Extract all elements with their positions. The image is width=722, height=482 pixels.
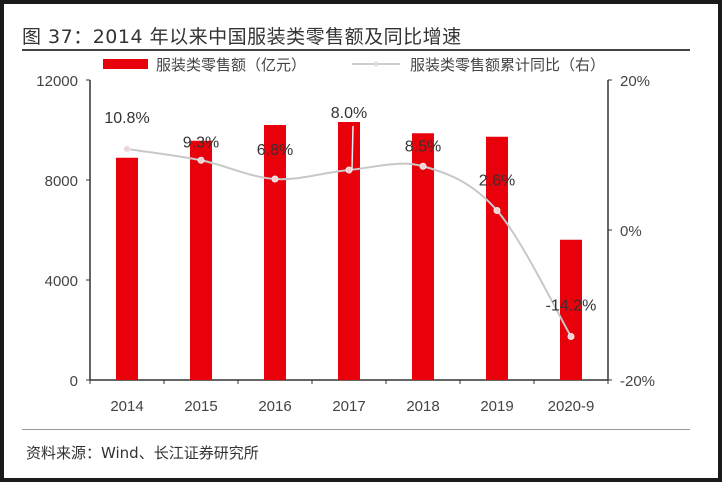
data-label-2018: 8.5% (405, 138, 441, 155)
bar-2014 (116, 157, 138, 380)
left-tick-label: 12000 (36, 73, 78, 90)
data-label-2017: 8.0% (331, 105, 367, 122)
bar-2018 (412, 133, 434, 380)
left-tick-label: 8000 (45, 173, 78, 190)
data-label-2015: 9.3% (183, 134, 219, 151)
legend-line-label: 服装类零售额累计同比（右） (410, 57, 605, 74)
growth-point-2018 (419, 162, 427, 170)
right-tick-label: 0% (620, 223, 642, 240)
x-tick-label: 2014 (110, 398, 143, 415)
legend-bar-swatch (103, 59, 148, 69)
title-divider (22, 49, 690, 51)
x-tick-label: 2020-9 (548, 398, 595, 415)
chart-title: 图 37：2014 年以来中国服装类零售额及同比增速 (22, 26, 462, 48)
leader-line (351, 125, 354, 171)
bar-2017 (338, 122, 360, 380)
data-label-2016: 6.8% (257, 142, 293, 159)
bar-2020-9 (560, 239, 582, 380)
growth-point-2014 (123, 145, 131, 153)
data-label-2014: 10.8% (104, 110, 149, 127)
data-label-2020-9: -14.2% (546, 298, 597, 315)
source-note: 资料来源：Wind、长江证券研究所 (26, 444, 259, 462)
growth-point-2019 (493, 207, 501, 214)
data-label-2019: 2.6% (479, 173, 515, 190)
right-tick-label: 20% (620, 73, 650, 90)
x-tick-label: 2015 (184, 398, 217, 415)
legend-bar-label: 服装类零售额（亿元） (156, 57, 306, 74)
growth-point-2017 (345, 166, 353, 174)
x-tick-label: 2017 (332, 398, 365, 415)
right-tick-label: -20% (620, 373, 655, 390)
bar-2015 (190, 140, 212, 380)
bar-2019 (486, 136, 508, 380)
growth-point-2020-9 (567, 333, 575, 340)
legend: 服装类零售额（亿元） 服装类零售额累计同比（右） (103, 57, 605, 74)
growth-point-2016 (271, 175, 279, 183)
growth-point-2015 (197, 156, 205, 164)
left-tick-label: 4000 (45, 273, 78, 290)
source-divider (22, 429, 690, 430)
x-tick-label: 2016 (258, 398, 291, 415)
legend-line-marker (373, 61, 379, 67)
bar-2016 (264, 125, 286, 380)
x-tick-label: 2019 (480, 398, 513, 415)
x-tick-label: 2018 (406, 398, 439, 415)
left-tick-label: 0 (70, 373, 78, 390)
